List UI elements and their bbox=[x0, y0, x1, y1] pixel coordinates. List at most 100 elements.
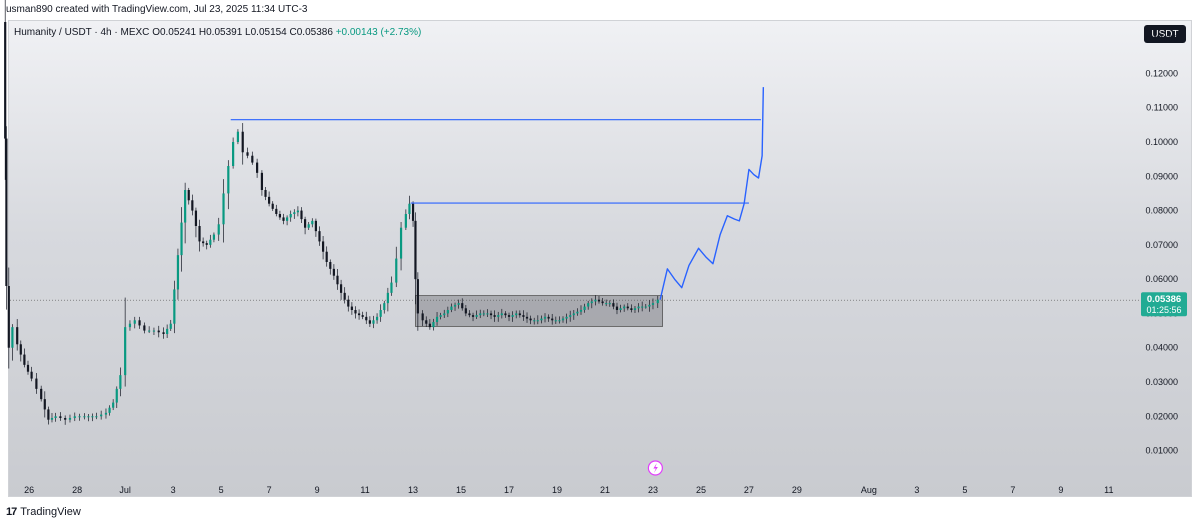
candle-body bbox=[152, 330, 156, 332]
candle-body bbox=[453, 304, 457, 307]
candle-body bbox=[169, 323, 172, 329]
candle-body bbox=[597, 299, 601, 302]
lightning-icon-bolt bbox=[653, 463, 658, 473]
candle-body bbox=[601, 301, 604, 304]
candle-body bbox=[515, 313, 518, 316]
candle-body bbox=[475, 315, 478, 317]
candle-body bbox=[497, 315, 500, 317]
candle-body bbox=[343, 292, 346, 300]
candle-body bbox=[457, 303, 460, 305]
candle-body bbox=[547, 316, 550, 319]
candle-body bbox=[435, 316, 439, 322]
candle-body bbox=[637, 306, 640, 309]
candle-body bbox=[439, 315, 442, 317]
x-tick-label: Aug bbox=[861, 485, 877, 495]
candle-body bbox=[569, 315, 572, 317]
candle-body bbox=[180, 222, 183, 256]
candle-body bbox=[428, 323, 431, 328]
symbol-name[interactable]: Humanity / USDT · 4h · MEXC bbox=[14, 27, 150, 38]
candle-body bbox=[16, 327, 19, 345]
x-tick-label: 9 bbox=[1058, 485, 1063, 495]
candle-body bbox=[605, 303, 608, 305]
y-tick-label: 0.06000 bbox=[1145, 274, 1178, 284]
last-price-tag bbox=[1141, 292, 1187, 317]
candle-body bbox=[425, 320, 428, 324]
x-tick-label: 15 bbox=[456, 485, 466, 495]
candle-body bbox=[450, 306, 453, 310]
candle-body bbox=[30, 371, 33, 379]
candle-body bbox=[275, 208, 278, 214]
candle-body bbox=[461, 303, 464, 309]
candle-body bbox=[50, 418, 54, 420]
candle-body bbox=[119, 375, 122, 389]
candle-body bbox=[500, 313, 503, 316]
candle-body bbox=[536, 320, 539, 322]
candle-body bbox=[350, 306, 353, 310]
currency-button[interactable]: USDT bbox=[1144, 25, 1186, 43]
candle-body bbox=[268, 196, 271, 204]
candle-body bbox=[303, 219, 307, 228]
candle-body bbox=[443, 313, 446, 316]
candle-body bbox=[626, 306, 629, 309]
candle-body bbox=[623, 306, 626, 309]
candle-body bbox=[416, 279, 419, 314]
candle-body bbox=[612, 303, 615, 307]
candle-body bbox=[468, 313, 471, 316]
candle-body bbox=[576, 311, 579, 314]
candle-body bbox=[108, 407, 111, 413]
candle-body bbox=[408, 203, 411, 214]
candle-body bbox=[217, 224, 220, 235]
candle-body bbox=[572, 313, 575, 316]
candle-body bbox=[176, 255, 180, 290]
candle-body bbox=[47, 409, 50, 420]
candle-body bbox=[421, 313, 424, 321]
footer-brand-label: TradingView bbox=[20, 506, 81, 518]
y-tick-label: 0.12000 bbox=[1145, 68, 1178, 78]
candle-body bbox=[256, 162, 259, 173]
x-tick-label: 5 bbox=[962, 485, 967, 495]
candle-body bbox=[594, 299, 597, 302]
candle-body bbox=[83, 416, 86, 418]
candle-body bbox=[493, 315, 496, 317]
candle-body bbox=[446, 310, 449, 314]
candle-body bbox=[162, 332, 165, 334]
tradingview-logo-icon: 17 bbox=[6, 506, 17, 518]
candle-body bbox=[202, 241, 205, 244]
candle-body bbox=[533, 320, 536, 322]
candle-body bbox=[236, 131, 240, 142]
candle-body bbox=[411, 203, 415, 221]
symbol-legend: Humanity / USDT · 4h · MEXC O0.05241 H0.… bbox=[14, 27, 421, 38]
candle-body bbox=[104, 412, 108, 415]
candle-body bbox=[565, 316, 568, 319]
y-tick-label: 0.13000 bbox=[1145, 34, 1178, 44]
candle-body bbox=[615, 306, 619, 310]
y-tick-label: 0.03000 bbox=[1145, 377, 1178, 387]
candle-body bbox=[489, 313, 493, 316]
candle-body bbox=[511, 315, 514, 317]
x-tick-label: 7 bbox=[267, 485, 272, 495]
candle-body bbox=[35, 378, 38, 389]
candle-body bbox=[264, 190, 267, 197]
candle-body bbox=[518, 313, 521, 316]
candle-body bbox=[293, 212, 296, 214]
candle-body bbox=[87, 416, 90, 418]
candle-body bbox=[329, 262, 332, 269]
candle-body bbox=[522, 315, 525, 317]
x-tick-label: 28 bbox=[72, 485, 82, 495]
price-change: +0.00143 (+2.73%) bbox=[335, 27, 422, 38]
candle-body bbox=[656, 299, 659, 304]
candle-body bbox=[651, 303, 655, 305]
candle-body bbox=[5, 138, 8, 286]
candle-body bbox=[579, 310, 583, 312]
candle-body bbox=[68, 418, 72, 420]
candle-body bbox=[325, 251, 328, 262]
bar-countdown: 01:25:56 bbox=[1146, 305, 1181, 315]
x-tick-label: 21 bbox=[600, 485, 610, 495]
candle-body bbox=[286, 217, 289, 221]
y-tick-label: 0.08000 bbox=[1145, 206, 1178, 216]
x-tick-label: 29 bbox=[792, 485, 802, 495]
candle-body bbox=[368, 320, 371, 324]
x-tick-label: 11 bbox=[360, 485, 369, 495]
candle-body bbox=[100, 414, 103, 417]
chart-plot-area[interactable] bbox=[8, 20, 1192, 497]
